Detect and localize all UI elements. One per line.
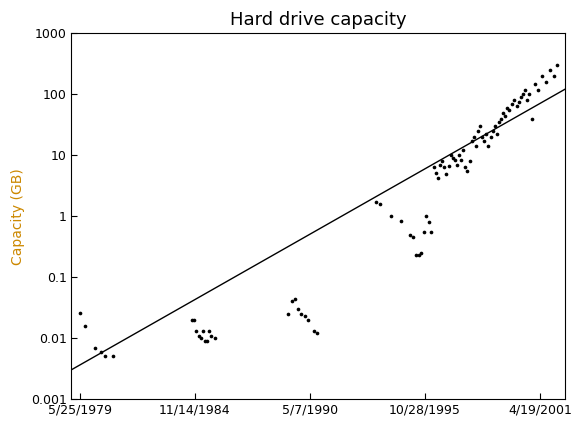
Point <box>109 353 118 360</box>
Point <box>435 161 445 168</box>
Point <box>287 298 297 305</box>
Point <box>300 312 309 319</box>
Point <box>460 163 470 170</box>
Point <box>521 86 530 93</box>
Point <box>371 199 381 205</box>
Point <box>75 309 84 316</box>
Point <box>424 219 433 226</box>
Point <box>473 128 483 134</box>
Point <box>542 78 551 85</box>
Y-axis label: Capacity (GB): Capacity (GB) <box>11 168 25 265</box>
Point <box>552 62 562 69</box>
Point <box>96 348 105 355</box>
Point <box>446 152 455 159</box>
Point <box>204 328 214 335</box>
Point <box>477 134 487 140</box>
Point <box>419 229 429 235</box>
Point <box>494 119 504 125</box>
Point <box>414 252 424 259</box>
Point <box>465 158 474 165</box>
Point <box>408 234 418 241</box>
Point <box>297 310 306 317</box>
Point <box>202 337 212 344</box>
Point <box>440 163 449 170</box>
Point <box>312 330 322 337</box>
Point <box>442 170 451 177</box>
Point <box>518 91 528 98</box>
Point <box>426 229 435 235</box>
Point <box>503 104 512 111</box>
Point <box>512 102 521 109</box>
Point <box>481 131 491 138</box>
Point <box>291 296 300 303</box>
Point <box>467 138 476 145</box>
Point <box>429 163 439 170</box>
Point <box>303 316 312 323</box>
Point <box>448 155 457 161</box>
Point <box>527 115 536 122</box>
Point <box>501 112 510 119</box>
Point <box>463 168 472 175</box>
Point <box>492 131 501 138</box>
Point <box>522 97 532 104</box>
Point <box>444 162 453 169</box>
Point <box>476 123 485 130</box>
Point <box>417 250 426 256</box>
Point <box>309 328 319 335</box>
Point <box>488 128 497 134</box>
Point <box>211 335 220 342</box>
Point <box>538 73 547 80</box>
Point <box>530 80 539 87</box>
Point <box>486 134 495 140</box>
Point <box>192 328 201 335</box>
Point <box>386 213 395 220</box>
Point <box>517 94 526 101</box>
Point <box>411 252 421 259</box>
Point <box>471 143 480 150</box>
Point <box>294 306 303 312</box>
Point <box>433 174 443 181</box>
Point <box>207 332 216 339</box>
Title: Hard drive capacity: Hard drive capacity <box>230 11 407 29</box>
Point <box>80 322 90 329</box>
Point <box>431 169 441 176</box>
Point <box>397 217 406 224</box>
Point <box>405 231 414 238</box>
Point <box>450 156 460 163</box>
Point <box>498 109 508 116</box>
Point <box>200 337 209 344</box>
Point <box>546 67 555 74</box>
Point <box>549 73 558 80</box>
Point <box>198 328 208 335</box>
Point <box>190 316 199 323</box>
Point <box>490 123 500 130</box>
Point <box>484 143 493 150</box>
Point <box>422 213 431 220</box>
Point <box>469 134 479 140</box>
Point <box>438 158 447 165</box>
Point <box>480 138 489 145</box>
Point <box>101 353 110 360</box>
Point <box>194 332 203 339</box>
Point <box>196 335 205 342</box>
Point <box>525 91 534 98</box>
Point <box>455 152 464 159</box>
Point <box>90 344 99 351</box>
Point <box>188 316 197 323</box>
Point <box>514 98 524 105</box>
Point <box>509 97 518 104</box>
Point <box>533 86 542 93</box>
Point <box>452 161 462 168</box>
Point <box>507 101 516 107</box>
Point <box>376 200 385 207</box>
Point <box>459 147 468 154</box>
Point <box>497 115 506 122</box>
Point <box>456 156 466 163</box>
Point <box>283 310 292 317</box>
Point <box>505 107 514 113</box>
